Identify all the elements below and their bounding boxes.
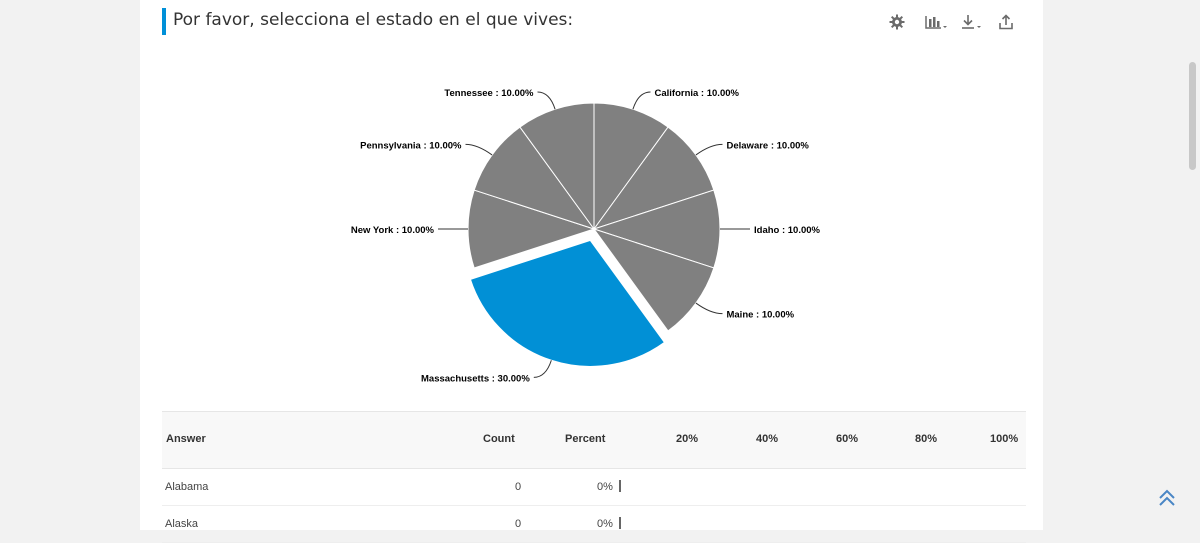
settings-button[interactable]: [889, 13, 905, 31]
table-row: Alaska 0 0%: [162, 506, 1026, 543]
pie-slice-delaware[interactable]: [592, 126, 715, 230]
answer-column-header: Answer: [166, 433, 206, 445]
question-title: Por favor, selecciona el estado en el qu…: [173, 10, 574, 30]
title-accent-bar: [162, 8, 166, 35]
slice-label: Pennsylvania : 10.00%: [360, 140, 462, 151]
share-icon: [999, 14, 1013, 30]
slice-label: Delaware : 10.00%: [726, 140, 809, 151]
slice-connector: [695, 143, 723, 156]
table-row: Alabama 0 0%: [162, 469, 1026, 506]
settings-icon: [889, 14, 905, 30]
scale-label: 20%: [676, 433, 699, 445]
chart-type-icon: [925, 16, 947, 29]
slice-connector: [695, 302, 723, 315]
download-icon: [962, 15, 981, 29]
chart-type-button[interactable]: [924, 13, 950, 31]
slice-label: Maine : 10.00%: [726, 310, 794, 321]
double-chevron-up-icon: [1159, 489, 1175, 506]
table-header: Answer Count Percent 20% 40% 60% 80% 100…: [162, 412, 1026, 469]
pie-slice-new-york[interactable]: [467, 189, 596, 269]
percent-bar: [619, 480, 621, 492]
answer-cell: Alaska: [165, 518, 199, 530]
slice-label: Tennessee : 10.00%: [444, 88, 534, 99]
slice-label: California : 10.00%: [654, 88, 739, 99]
share-button[interactable]: [998, 13, 1014, 31]
answer-cell: Alabama: [165, 481, 209, 493]
count-column-header: Count: [483, 433, 515, 445]
pie-slice-tennessee[interactable]: [519, 102, 595, 231]
scale-label: 40%: [756, 433, 779, 445]
slice-label: New York : 10.00%: [351, 225, 435, 236]
percent-cell: 0%: [597, 518, 613, 530]
count-cell: 0: [515, 481, 522, 493]
count-cell: 0: [515, 518, 522, 530]
percent-cell: 0%: [597, 481, 613, 493]
pie-slice-maine[interactable]: [592, 228, 715, 332]
scale-label: 60%: [836, 433, 859, 445]
pie-chart-svg: California : 10.00% Delaware : 10.00% Idah…: [351, 88, 821, 384]
scrollbar-thumb[interactable]: [1189, 62, 1196, 170]
slice-connector: [632, 91, 651, 110]
slice-label: Massachusetts : 30.00%: [421, 373, 530, 384]
percent-bar: [619, 517, 621, 529]
percent-column-header: Percent: [565, 433, 606, 445]
pie-slice-pennsylvania[interactable]: [473, 126, 596, 230]
scale-label: 100%: [990, 433, 1019, 445]
back-to-top-button[interactable]: [1158, 489, 1176, 512]
answers-table: Answer Count Percent 20% 40% 60% 80% 100…: [162, 411, 1026, 543]
slice-connector: [465, 143, 493, 156]
slice-label: Idaho : 10.00%: [754, 225, 821, 236]
page-scrollbar[interactable]: [1186, 0, 1200, 530]
pie-slice-california[interactable]: [593, 102, 669, 231]
slice-connector: [537, 91, 556, 110]
download-button[interactable]: [960, 13, 984, 31]
slice-connector: [533, 360, 552, 378]
scale-label: 80%: [915, 433, 938, 445]
pie-chart: California : 10.00% Delaware : 10.00% Idah…: [162, 55, 1026, 395]
pie-slice-idaho[interactable]: [592, 189, 721, 269]
